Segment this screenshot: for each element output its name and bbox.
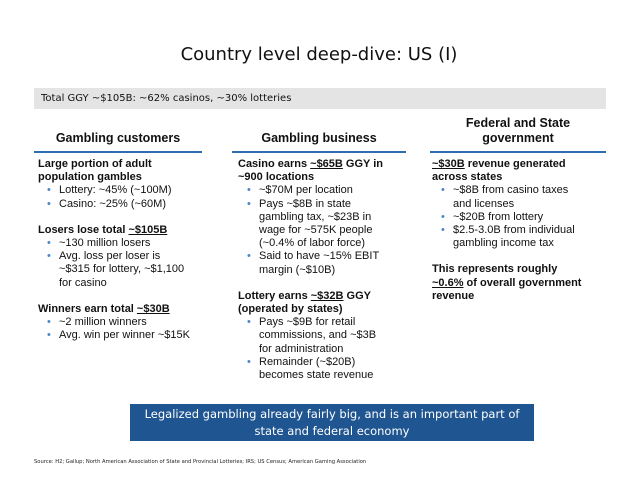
customers-block2-list: ~130 million losers Avg. loss per loser … [38,237,228,290]
list-item: Pays ~$8B in state gambling tax, ~$23B i… [238,198,428,251]
list-item: Avg. loss per loser is ~$315 for lottery… [38,250,228,290]
column-business: Casino earns ~$65B GGY in ~900 locations… [238,158,428,382]
list-item: ~130 million losers [38,237,228,250]
government-block1-heading: ~$30B revenue generated across states [432,158,566,184]
col-rule-government [430,151,606,153]
business-block1-list: ~$70M per location Pays ~$8B in state ga… [238,184,428,276]
list-item: ~$70M per location [238,184,428,197]
list-item: Said to have ~15% EBIT margin (~$10B) [238,250,428,276]
source-note: Source: H2; Gallup; North American Assoc… [34,459,367,465]
customers-block3-list: ~2 million winners Avg. win per winner ~… [38,316,228,343]
conclusion-line-2: state and federal economy [254,424,410,438]
col-rule-customers [34,151,202,153]
col-heading-government-l2: government [482,131,554,145]
col-heading-business: Gambling business [261,131,377,145]
column-customers: Large portion of adult population gamble… [38,158,228,343]
list-item: Remainder (~$20B) becomes state revenue [238,356,428,382]
conclusion-box: Legalized gambling already fairly big, a… [130,404,534,441]
customers-block1-list: Lottery: ~45% (~100M) Casino: ~25% (~60M… [38,184,228,211]
list-item: $2.5-3.0B from individual gambling incom… [432,224,612,250]
list-item: ~$8B from casino taxes and licenses [432,184,612,210]
list-item: ~$20B from lottery [432,211,612,224]
business-block1-heading: Casino earns ~$65B GGY in ~900 locations [238,158,384,184]
total-ggy-bar: Total GGY ~$105B: ~62% casinos, ~30% lot… [34,88,606,109]
col-heading-government: Federal and State government [430,116,606,146]
slide-title: Country level deep-dive: US (I) [180,44,458,65]
business-block2-heading: Lottery earns ~$32B GGY (operated by sta… [238,289,371,316]
list-item: ~2 million winners [38,316,228,329]
col-heading-government-l1: Federal and State [465,116,571,130]
col-rule-business [232,151,406,153]
government-block2-text: This represents roughly ~0.6% of overall… [432,263,582,302]
customers-block2-heading: Losers lose total ~$105B [38,223,168,236]
list-item: Pays ~$9B for retail commissions, and ~$… [238,316,428,356]
conclusion-line-1: Legalized gambling already fairly big, a… [144,407,520,421]
list-item: Avg. win per winner ~$15K [38,329,228,342]
government-block1-list: ~$8B from casino taxes and licenses ~$20… [432,184,612,250]
list-item: Lottery: ~45% (~100M) [38,184,228,197]
business-block2-list: Pays ~$9B for retail commissions, and ~$… [238,316,428,382]
col-heading-customers: Gambling customers [55,131,181,145]
customers-block1-heading: Large portion of adult population gamble… [38,158,152,184]
customers-block3-heading: Winners earn total ~$30B [38,302,170,315]
list-item: Casino: ~25% (~60M) [38,198,228,211]
column-government: ~$30B revenue generated across states ~$… [432,158,612,303]
